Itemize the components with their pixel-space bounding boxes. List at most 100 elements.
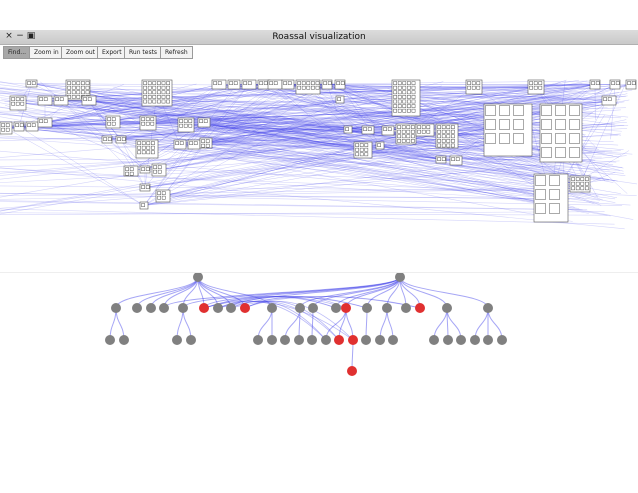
tree-node <box>347 366 357 376</box>
class-square <box>150 121 155 126</box>
class-square <box>273 81 278 85</box>
package-box <box>435 155 447 164</box>
class-square <box>141 150 146 155</box>
dependency-edge <box>120 84 220 140</box>
dependency-edge <box>31 92 158 127</box>
maximize-icon[interactable]: ▣ <box>26 31 36 41</box>
dependency-edge <box>205 129 258 144</box>
dependency-edge <box>185 124 588 178</box>
zoom-in-button[interactable]: Zoom in <box>29 46 64 59</box>
class-square <box>179 141 184 145</box>
dependency-edge <box>31 84 220 127</box>
dependency-edge <box>60 100 132 172</box>
visualization-canvas[interactable] <box>0 60 638 493</box>
dependency-edge <box>0 171 637 196</box>
class-square <box>538 85 543 90</box>
dependency-edge <box>18 126 145 206</box>
class-square <box>549 175 560 186</box>
class-square <box>157 191 161 195</box>
dependency-edge <box>0 119 563 180</box>
dependency-edge <box>162 195 566 199</box>
class-square <box>549 189 560 200</box>
export-button[interactable]: Export <box>97 46 127 59</box>
class-square <box>377 143 381 147</box>
class-square <box>437 129 441 134</box>
class-square <box>143 99 147 104</box>
class-square <box>437 139 441 143</box>
class-square <box>363 127 367 131</box>
class-square <box>161 81 166 85</box>
package-box <box>115 135 127 144</box>
class-square <box>476 81 481 85</box>
dependency-edge <box>218 84 389 131</box>
class-square <box>555 105 566 116</box>
dependency-edge <box>307 86 442 160</box>
class-square <box>188 123 193 128</box>
class-square <box>406 134 411 139</box>
zoom-out-button[interactable]: Zoom out <box>61 46 101 59</box>
class-square <box>217 81 222 85</box>
dependency-edge <box>18 100 369 131</box>
minimize-icon[interactable]: − <box>16 31 24 41</box>
class-square <box>179 119 183 123</box>
refresh-button[interactable]: Refresh <box>160 46 193 59</box>
run-tests-button[interactable]: Run tests <box>124 46 163 59</box>
class-square <box>411 139 415 143</box>
class-square <box>595 81 600 85</box>
class-square <box>76 95 81 99</box>
dependency-edge <box>421 86 475 125</box>
class-square <box>571 181 575 186</box>
class-square <box>11 101 15 106</box>
dependency-edge <box>31 84 220 127</box>
dependency-edge <box>143 150 577 206</box>
dependency-edge <box>347 88 602 130</box>
class-square <box>393 85 397 90</box>
class-square <box>355 143 359 147</box>
dependency-edge <box>205 84 276 144</box>
class-square <box>367 127 372 131</box>
class-square <box>499 133 510 144</box>
package-box <box>199 137 213 149</box>
class-square <box>541 133 552 144</box>
tree-node <box>132 303 142 313</box>
dependency-edge <box>130 80 588 172</box>
class-square <box>393 104 397 108</box>
tree-edge <box>487 307 503 341</box>
dependency-edge <box>0 101 561 198</box>
dependency-edge <box>120 139 381 146</box>
dependency-edge <box>0 160 620 209</box>
dependency-edge <box>162 142 207 197</box>
tree-nodes <box>105 272 507 376</box>
tree-edge <box>399 276 489 309</box>
dependency-edge <box>162 145 381 197</box>
class-square <box>555 119 566 130</box>
dependency-edge <box>77 89 439 118</box>
class-square <box>471 85 476 90</box>
class-square <box>157 195 161 200</box>
class-square <box>27 81 31 85</box>
dependency-edge <box>88 100 574 173</box>
class-square <box>446 143 451 148</box>
class-square <box>315 81 320 85</box>
tree-node <box>267 303 277 313</box>
class-square <box>397 81 402 85</box>
package-box <box>13 121 25 132</box>
class-square <box>407 99 411 104</box>
dependency-edge <box>193 108 395 145</box>
dependency-edge <box>31 111 569 127</box>
class-square <box>161 195 166 200</box>
class-square <box>426 129 431 134</box>
close-icon[interactable]: × <box>5 31 13 41</box>
package-boxes <box>0 79 637 223</box>
class-square <box>301 85 306 90</box>
class-square <box>143 81 147 85</box>
package-box <box>65 79 91 101</box>
class-square <box>417 125 421 129</box>
class-square <box>157 99 161 104</box>
class-square <box>355 147 359 152</box>
package-box <box>589 79 601 90</box>
dependency-edge <box>77 89 457 161</box>
dependency-edge <box>0 200 588 211</box>
find-button[interactable]: Find... <box>3 46 32 59</box>
dependency-edge <box>88 100 369 131</box>
